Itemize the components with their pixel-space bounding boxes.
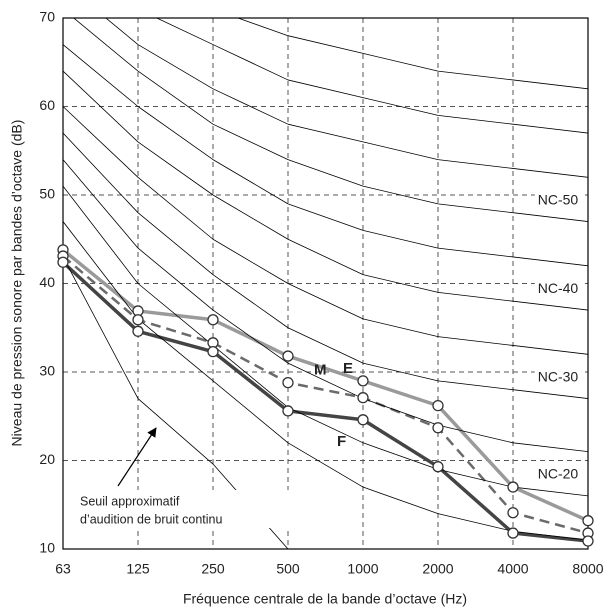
- data-point: [432, 399, 444, 412]
- series-line: [63, 255, 588, 535]
- y-tick-label: 40: [39, 274, 55, 290]
- data-point: [57, 256, 69, 268]
- data-point: [357, 392, 369, 404]
- data-point: [507, 527, 519, 539]
- series-line: [63, 185, 588, 497]
- curve-label: NC-50: [538, 191, 579, 207]
- data-point: [282, 350, 294, 362]
- curve-label: NC-20: [538, 466, 579, 482]
- series-line: [63, 248, 588, 523]
- data-point: [582, 515, 594, 527]
- series-label: M: [314, 362, 327, 379]
- data-point: [207, 314, 219, 326]
- y-tick-label: 50: [39, 186, 55, 202]
- y-tick-label: 30: [39, 363, 55, 379]
- y-tick-label: 20: [39, 451, 55, 467]
- data-point: [432, 461, 444, 473]
- series-line: [155, 18, 588, 134]
- data-point: [207, 345, 219, 358]
- data-point: [132, 325, 144, 337]
- annotation-text: Seuil approximatif: [80, 494, 180, 508]
- data-point: [432, 422, 444, 434]
- series-line: [63, 221, 588, 541]
- series-line: [63, 132, 588, 399]
- series-line: [63, 70, 588, 311]
- x-tick-label: 63: [55, 561, 71, 577]
- series-label: F: [337, 433, 346, 450]
- x-tick-label: 500: [276, 561, 300, 577]
- curve-label-background: [534, 190, 582, 209]
- series-line: [63, 44, 588, 267]
- annotation-background: [74, 490, 294, 528]
- data-point: [357, 375, 369, 387]
- data-point: [507, 481, 519, 493]
- y-tick-label: 10: [39, 540, 55, 556]
- annotation-text: d’audition de bruit continu: [80, 512, 223, 526]
- annotation-arrow: [117, 427, 157, 487]
- data-point: [582, 535, 594, 547]
- markers: [57, 244, 594, 547]
- series-label: E: [343, 360, 353, 377]
- lines: [63, 18, 588, 549]
- series-line: [105, 18, 588, 178]
- curve-label: NC-30: [538, 368, 579, 384]
- x-axis-title: Fréquence centrale de la bande d’octave …: [183, 591, 467, 607]
- x-tick-label: 125: [126, 561, 150, 577]
- x-tick-label: 2000: [422, 561, 453, 577]
- series-line: [73, 18, 588, 222]
- curve-label-background: [534, 367, 582, 386]
- x-tick-label: 8000: [572, 561, 603, 577]
- data-point: [357, 414, 369, 426]
- series-line: [63, 159, 588, 453]
- data-point: [282, 376, 294, 389]
- curve-label: NC-40: [538, 280, 579, 296]
- x-tick-label: 250: [201, 561, 225, 577]
- data-point: [132, 314, 144, 326]
- annotation: Seuil approximatif d’audition de bruit c…: [74, 427, 294, 528]
- x-tick-label: 4000: [497, 561, 528, 577]
- y-tick-label: 60: [39, 97, 55, 113]
- data-point: [507, 507, 519, 519]
- y-tick-label: 70: [39, 9, 55, 25]
- grid: [62, 17, 589, 550]
- curve-label-background: [534, 278, 582, 297]
- series-line: [63, 260, 588, 543]
- data-point: [282, 405, 294, 417]
- curve-label-background: [534, 464, 582, 483]
- y-axis-title: Niveau de pression sonore par bandes d’o…: [9, 120, 25, 447]
- plot-frame: [62, 17, 589, 550]
- series-line: [63, 106, 588, 355]
- series-line: [236, 18, 588, 90]
- x-tick-label: 1000: [347, 561, 378, 577]
